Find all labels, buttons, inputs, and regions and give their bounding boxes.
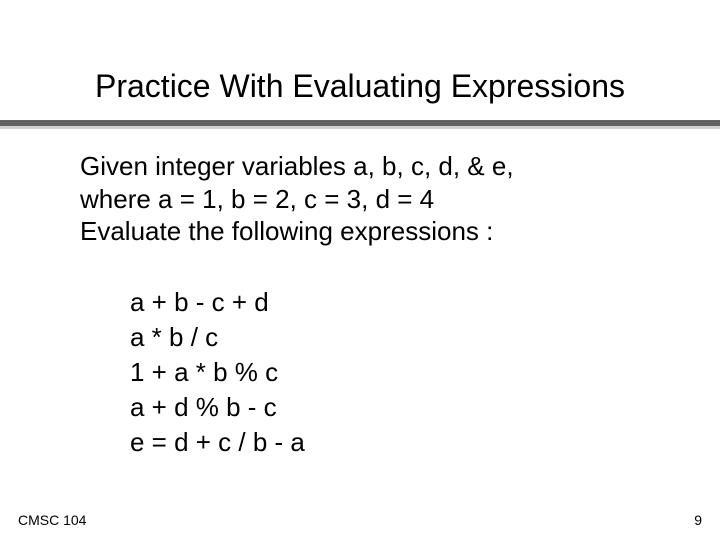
- body-line: Given integer variables a, b, c, d, & e,: [80, 150, 660, 183]
- expression: e = d + c / b - a: [130, 425, 305, 460]
- expression-list: a + b - c + d a * b / c 1 + a * b % c a …: [130, 285, 305, 460]
- expression: 1 + a * b % c: [130, 355, 305, 390]
- footer-course: CMSC 104: [18, 512, 86, 528]
- body-line: where a = 1, b = 2, c = 3, d = 4: [80, 183, 660, 216]
- expression: a * b / c: [130, 320, 305, 355]
- slide-title: Practice With Evaluating Expressions: [0, 68, 720, 105]
- footer-page-number: 9: [694, 512, 702, 528]
- body-line: Evaluate the following expressions :: [80, 215, 660, 248]
- body-text: Given integer variables a, b, c, d, & e,…: [80, 150, 660, 248]
- expression: a + b - c + d: [130, 285, 305, 320]
- divider-light: [0, 126, 720, 129]
- expression: a + d % b - c: [130, 390, 305, 425]
- slide: Practice With Evaluating Expressions Giv…: [0, 0, 720, 540]
